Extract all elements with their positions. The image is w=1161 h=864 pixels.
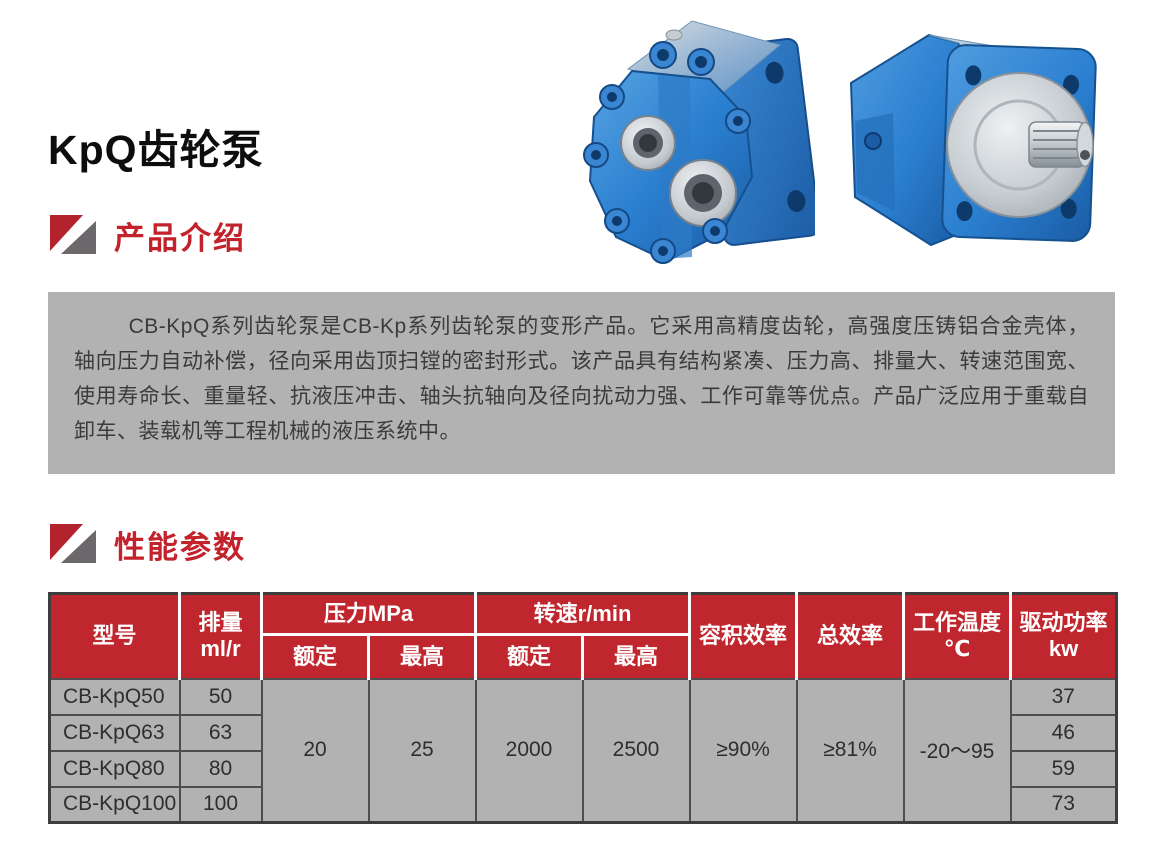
model-cell: CB-KpQ80	[48, 749, 181, 788]
intro-section-header: 产品介绍	[48, 212, 246, 258]
power-cell: 59	[1009, 749, 1119, 788]
section-marker-icon	[50, 524, 96, 563]
gear-pump-rear-view-image	[849, 33, 1097, 247]
intro-section-title: 产品介绍	[114, 220, 246, 256]
col-header-pressure-rated: 额定	[260, 633, 370, 680]
section-marker-icon	[50, 215, 96, 254]
pressure-rated-cell: 20	[260, 677, 370, 824]
col-header-temp-line1: 工作温度	[913, 609, 1002, 635]
col-header-pressure-max: 最高	[367, 633, 477, 680]
col-header-power-line2: kw	[1048, 636, 1079, 662]
working-temp-cell: -20～95	[902, 677, 1012, 824]
performance-parameters-table: 型号 排量 ml/r 压力MPa 转速r/min 容积效率 总效率 工作温度 ℃…	[48, 592, 1119, 824]
col-header-temp-line2: ℃	[943, 636, 971, 662]
intro-panel: CB-KpQ系列齿轮泵是CB-Kp系列齿轮泵的变形产品。它采用高精度齿轮，高强度…	[48, 292, 1115, 474]
col-header-displacement-line2: ml/r	[200, 636, 241, 662]
power-cell: 46	[1009, 713, 1119, 752]
displacement-cell: 50	[178, 677, 263, 716]
col-header-model: 型号	[48, 592, 181, 680]
col-group-pressure: 压力MPa	[260, 592, 477, 636]
table-row: CB-KpQ80 80 59	[48, 749, 1119, 788]
speed-max-cell: 2500	[581, 677, 691, 824]
model-cell: CB-KpQ100	[48, 785, 181, 824]
col-header-total-efficiency: 总效率	[795, 592, 906, 680]
col-header-drive-power: 驱动功率 kw	[1009, 592, 1119, 680]
model-cell: CB-KpQ50	[48, 677, 181, 716]
table-row: CB-KpQ63 63 46	[48, 713, 1119, 752]
gear-pump-front-view-image	[583, 20, 815, 264]
page-title: KpQ齿轮泵	[48, 127, 264, 173]
col-header-speed-rated: 额定	[474, 633, 584, 680]
power-cell: 37	[1009, 677, 1119, 716]
speed-rated-cell: 2000	[474, 677, 584, 824]
col-header-volumetric-efficiency: 容积效率	[688, 592, 799, 680]
table-row: CB-KpQ100 100 73	[48, 785, 1119, 824]
volumetric-efficiency-cell: ≥90%	[688, 677, 798, 824]
params-section-header: 性能参数	[48, 521, 246, 567]
col-header-speed-max: 最高	[580, 633, 692, 680]
col-header-power-line1: 驱动功率	[1019, 609, 1108, 635]
col-header-displacement-line1: 排量	[198, 609, 243, 635]
col-header-working-temp: 工作温度 ℃	[902, 592, 1013, 680]
displacement-cell: 80	[178, 749, 263, 788]
power-cell: 73	[1009, 785, 1119, 824]
intro-paragraph: CB-KpQ系列齿轮泵是CB-Kp系列齿轮泵的变形产品。它采用高精度齿轮，高强度…	[74, 315, 1089, 443]
total-efficiency-cell: ≥81%	[795, 677, 905, 824]
pressure-max-cell: 25	[367, 677, 477, 824]
params-section-title: 性能参数	[114, 529, 246, 565]
col-group-speed: 转速r/min	[473, 592, 692, 636]
displacement-cell: 100	[178, 785, 263, 824]
displacement-cell: 63	[178, 713, 263, 752]
model-cell: CB-KpQ63	[48, 713, 181, 752]
col-header-displacement: 排量 ml/r	[178, 592, 263, 680]
product-photos	[570, 5, 1130, 280]
table-row: CB-KpQ50 50 20 25 2000 2500 ≥90% ≥81% -2…	[48, 677, 1119, 824]
